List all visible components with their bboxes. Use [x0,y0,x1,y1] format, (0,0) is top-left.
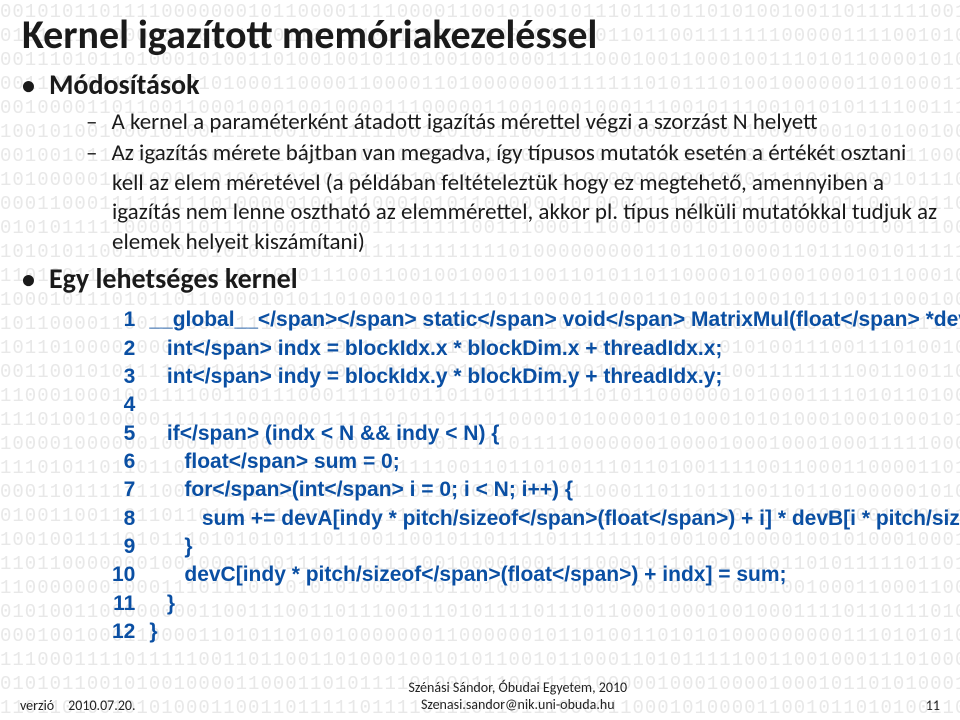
slide-title: Kernel igazított memóriakezeléssel [22,10,938,59]
section-heading-1-label: Módosítások [49,67,200,102]
code-lines: __global__</span></span> static</span> v… [149,306,960,646]
bullet-item-1: A kernel a paraméterként átadott igazítá… [112,108,938,137]
section-heading-2: Egy lehetséges kernel [52,261,938,296]
bullet-item-2: Az igazítás mérete bájtban van megadva, … [112,139,938,257]
slide-content: Kernel igazított memóriakezeléssel Módos… [0,0,960,720]
code-block: 1 2 3 4 5 6 7 8 9 10 11 12 __global__</s… [112,306,938,646]
section-heading-1: Módosítások [52,67,938,102]
code-line-numbers: 1 2 3 4 5 6 7 8 9 10 11 12 [112,306,149,646]
section-heading-2-label: Egy lehetséges kernel [49,261,298,296]
